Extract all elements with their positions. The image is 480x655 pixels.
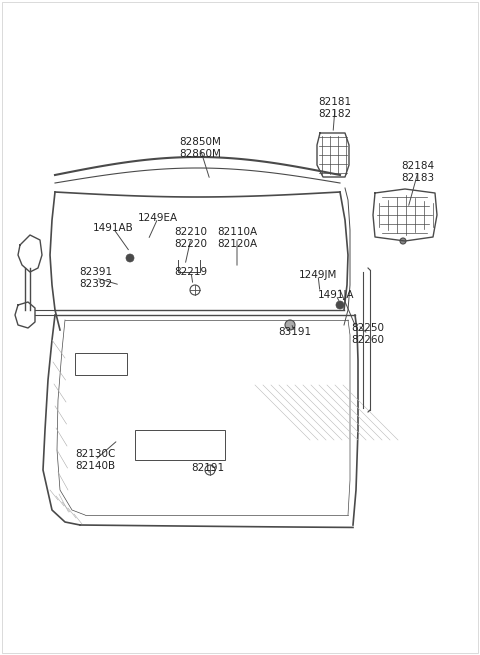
Text: 82130C
82140B: 82130C 82140B [75,449,115,471]
Text: 82850M
82860M: 82850M 82860M [179,137,221,159]
Circle shape [400,238,406,244]
Circle shape [126,254,134,262]
Text: 82184
82183: 82184 82183 [401,161,434,183]
Text: 83191: 83191 [278,327,312,337]
Text: 82210
82220: 82210 82220 [175,227,207,249]
Text: 1249JM: 1249JM [299,270,337,280]
Circle shape [285,320,295,330]
Text: 1491AB: 1491AB [93,223,133,233]
Text: 82181
82182: 82181 82182 [318,97,351,119]
Text: 1249EA: 1249EA [138,213,178,223]
Text: 82391
82392: 82391 82392 [79,267,113,289]
Text: 1491JA: 1491JA [318,290,354,300]
Circle shape [336,301,344,309]
Text: 82250
82260: 82250 82260 [351,323,384,345]
Text: 82219: 82219 [174,267,207,277]
Text: 82110A
82120A: 82110A 82120A [217,227,257,249]
Text: 82191: 82191 [192,463,225,473]
Bar [135,430,225,460]
Bar [75,353,127,375]
